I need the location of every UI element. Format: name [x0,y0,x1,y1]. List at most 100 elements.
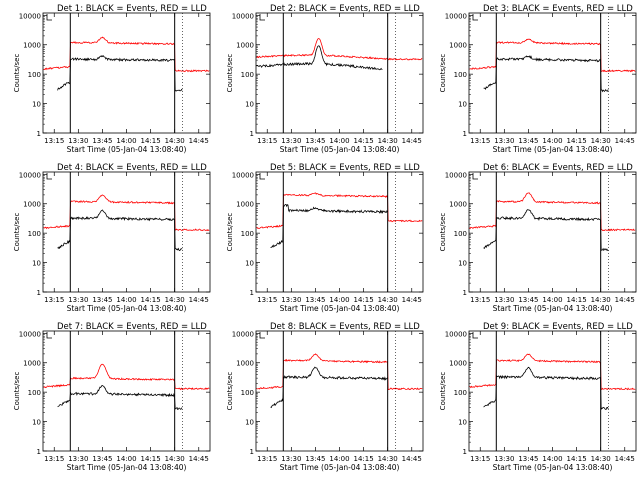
detector-plot-2: Det 2: BLACK = Events, RED = LLD 1 10 100 10… [226,4,424,154]
detector-plot-3: Det 3: BLACK = Events, RED = LLD 1 10 100 10… [439,4,637,154]
x-tick-label: 14:00 [116,296,136,304]
y-tick-label: 1000 [449,360,467,368]
y-axis-label: Counts/sec [439,372,447,411]
y-tick-label: 1 [37,130,41,138]
y-tick-label: 100 [28,230,41,238]
x-axis-label: Start Time (05-Jan-04 13:08:40) [493,463,613,472]
plot-title: Det 2: BLACK = Events, RED = LLD [270,4,420,14]
y-tick-label: 1000 [23,42,41,50]
y-tick-label: 1 [250,130,254,138]
x-tick-label: 13:30 [494,296,514,304]
plot-frame [42,12,211,134]
x-tick-label: 14:00 [329,455,349,463]
y-tick-label: 1 [37,289,41,297]
lld-series-line [43,363,210,391]
detector-plot-4: Det 4: BLACK = Events, RED = LLD 1 10 100 10… [13,163,211,313]
y-tick-label: 10 [245,260,254,268]
plot-title: Det 5: BLACK = Events, RED = LLD [270,163,420,173]
x-tick-label: 14:45 [402,137,422,145]
plot-title: Det 6: BLACK = Events, RED = LLD [483,163,633,173]
y-axis-label: Counts/sec [13,213,21,252]
y-tick-label: 1 [463,130,467,138]
y-tick-label: 10 [458,260,467,268]
x-tick-label: 14:30 [378,455,398,463]
x-tick-label: 13:15 [470,455,490,463]
plot-title: Det 9: BLACK = Events, RED = LLD [483,322,633,332]
plot-frame [255,330,424,452]
lld-series-line [469,353,636,391]
plot-frame [255,171,424,293]
lld-series-line [43,36,210,73]
y-tick-label: 10000 [445,12,467,20]
events-series-line [57,54,183,92]
lld-series-line [256,38,423,61]
plot-frame [42,330,211,452]
events-series-line [57,385,183,411]
detector-plot-7: Det 7: BLACK = Events, RED = LLD 1 10 100 10… [13,322,211,472]
y-tick-label: 100 [28,71,41,79]
x-tick-label: 14:30 [591,455,611,463]
y-tick-label: 10000 [19,171,41,179]
detector-plot-6: Det 6: BLACK = Events, RED = LLD 1 10 100 10… [439,163,637,313]
x-tick-label: 13:15 [257,296,277,304]
y-tick-label: 100 [454,71,467,79]
events-series-line [270,203,388,248]
x-tick-label: 13:45 [518,296,538,304]
x-tick-label: 14:15 [566,455,586,463]
x-tick-label: 13:45 [305,137,325,145]
y-tick-label: 10000 [232,12,254,20]
y-tick-label: 10 [245,419,254,427]
x-tick-label: 14:00 [116,455,136,463]
x-tick-label: 14:30 [378,296,398,304]
x-tick-label: 14:45 [189,455,209,463]
x-tick-label: 13:30 [281,296,301,304]
detector-plot-9: Det 9: BLACK = Events, RED = LLD 1 10 100 10… [439,322,637,472]
x-tick-label: 13:30 [281,455,301,463]
y-tick-label: 100 [241,230,254,238]
x-tick-label: 14:15 [140,296,160,304]
corner-bracket-icon [46,332,52,339]
y-tick-label: 1000 [236,360,254,368]
y-tick-label: 10 [32,101,41,109]
x-tick-label: 13:45 [92,455,112,463]
corner-bracket-icon [46,173,52,180]
lld-series-line [256,192,423,229]
lld-series-line [43,194,210,232]
y-tick-label: 10000 [232,330,254,338]
x-tick-label: 14:00 [329,296,349,304]
x-tick-label: 14:00 [542,296,562,304]
y-axis-label: Counts/sec [226,213,234,252]
x-tick-label: 13:45 [518,137,538,145]
x-tick-label: 14:45 [189,296,209,304]
y-tick-label: 1 [463,448,467,456]
x-tick-label: 13:45 [92,137,112,145]
x-tick-label: 14:45 [402,296,422,304]
corner-bracket-icon [259,173,265,180]
plot-frame [468,330,637,452]
x-tick-label: 14:15 [140,137,160,145]
y-axis-label: Counts/sec [226,372,234,411]
x-tick-label: 14:15 [566,137,586,145]
y-tick-label: 10000 [445,171,467,179]
x-tick-label: 13:45 [518,455,538,463]
x-tick-label: 13:30 [494,455,514,463]
y-tick-label: 1000 [449,42,467,50]
x-tick-label: 14:00 [116,137,136,145]
corner-bracket-icon [472,332,478,339]
x-tick-label: 14:30 [378,137,398,145]
detector-plot-8: Det 8: BLACK = Events, RED = LLD 1 10 100 10… [226,322,424,472]
y-tick-label: 100 [28,389,41,397]
y-tick-label: 100 [454,389,467,397]
y-axis-label: Counts/sec [226,54,234,93]
x-tick-label: 14:15 [353,296,373,304]
x-tick-label: 14:15 [353,137,373,145]
x-tick-label: 14:45 [615,137,635,145]
x-tick-label: 14:30 [165,296,185,304]
x-tick-label: 13:15 [44,455,64,463]
y-axis-label: Counts/sec [13,54,21,93]
y-tick-label: 10000 [19,12,41,20]
x-tick-label: 14:00 [329,137,349,145]
y-tick-label: 1000 [23,201,41,209]
x-tick-label: 13:15 [257,137,277,145]
